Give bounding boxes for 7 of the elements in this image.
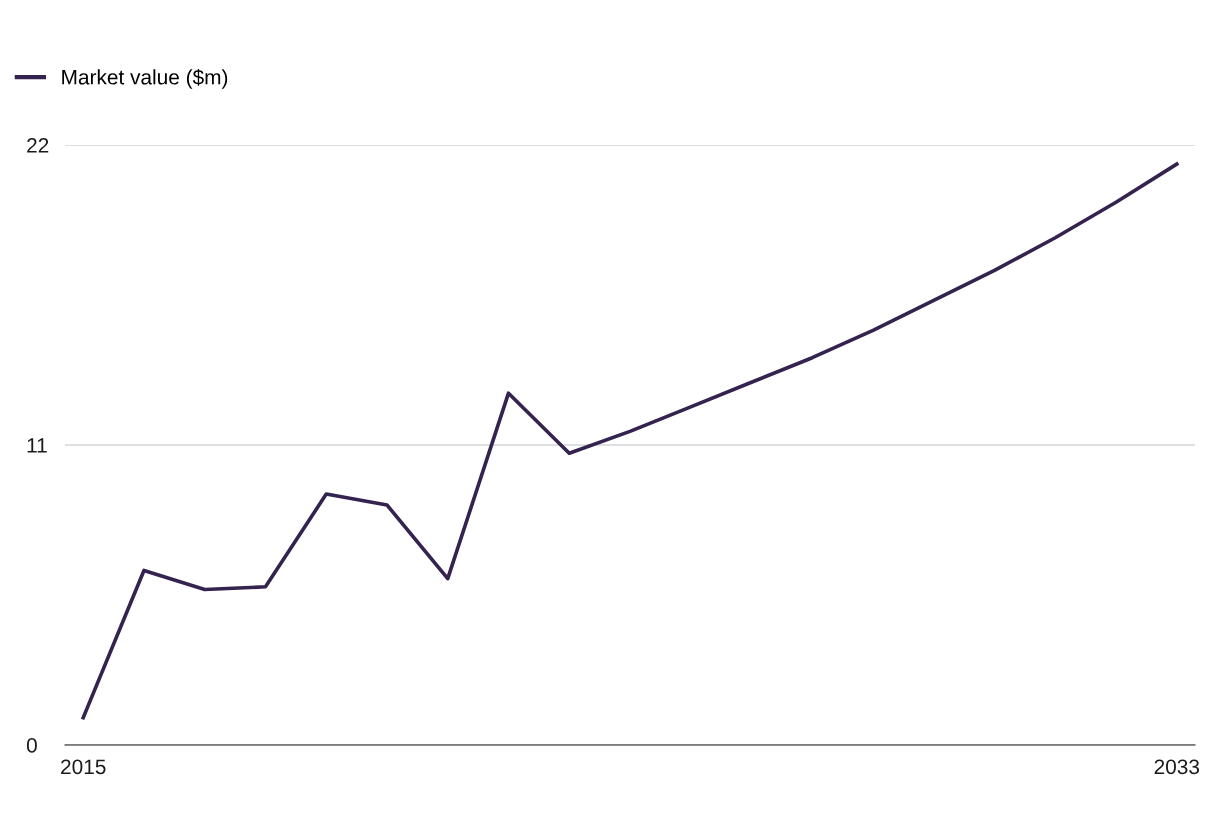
x-tick-label: 2015 bbox=[61, 759, 106, 775]
x-tick-label: 2033 bbox=[1154, 759, 1200, 775]
y-tick-label: 11 bbox=[27, 438, 47, 453]
legend-label: Market value ($m) bbox=[62, 68, 228, 89]
line-series bbox=[81, 162, 1179, 720]
y-tick-label: 22 bbox=[27, 138, 49, 153]
y-tick-label: 0 bbox=[26, 738, 37, 753]
